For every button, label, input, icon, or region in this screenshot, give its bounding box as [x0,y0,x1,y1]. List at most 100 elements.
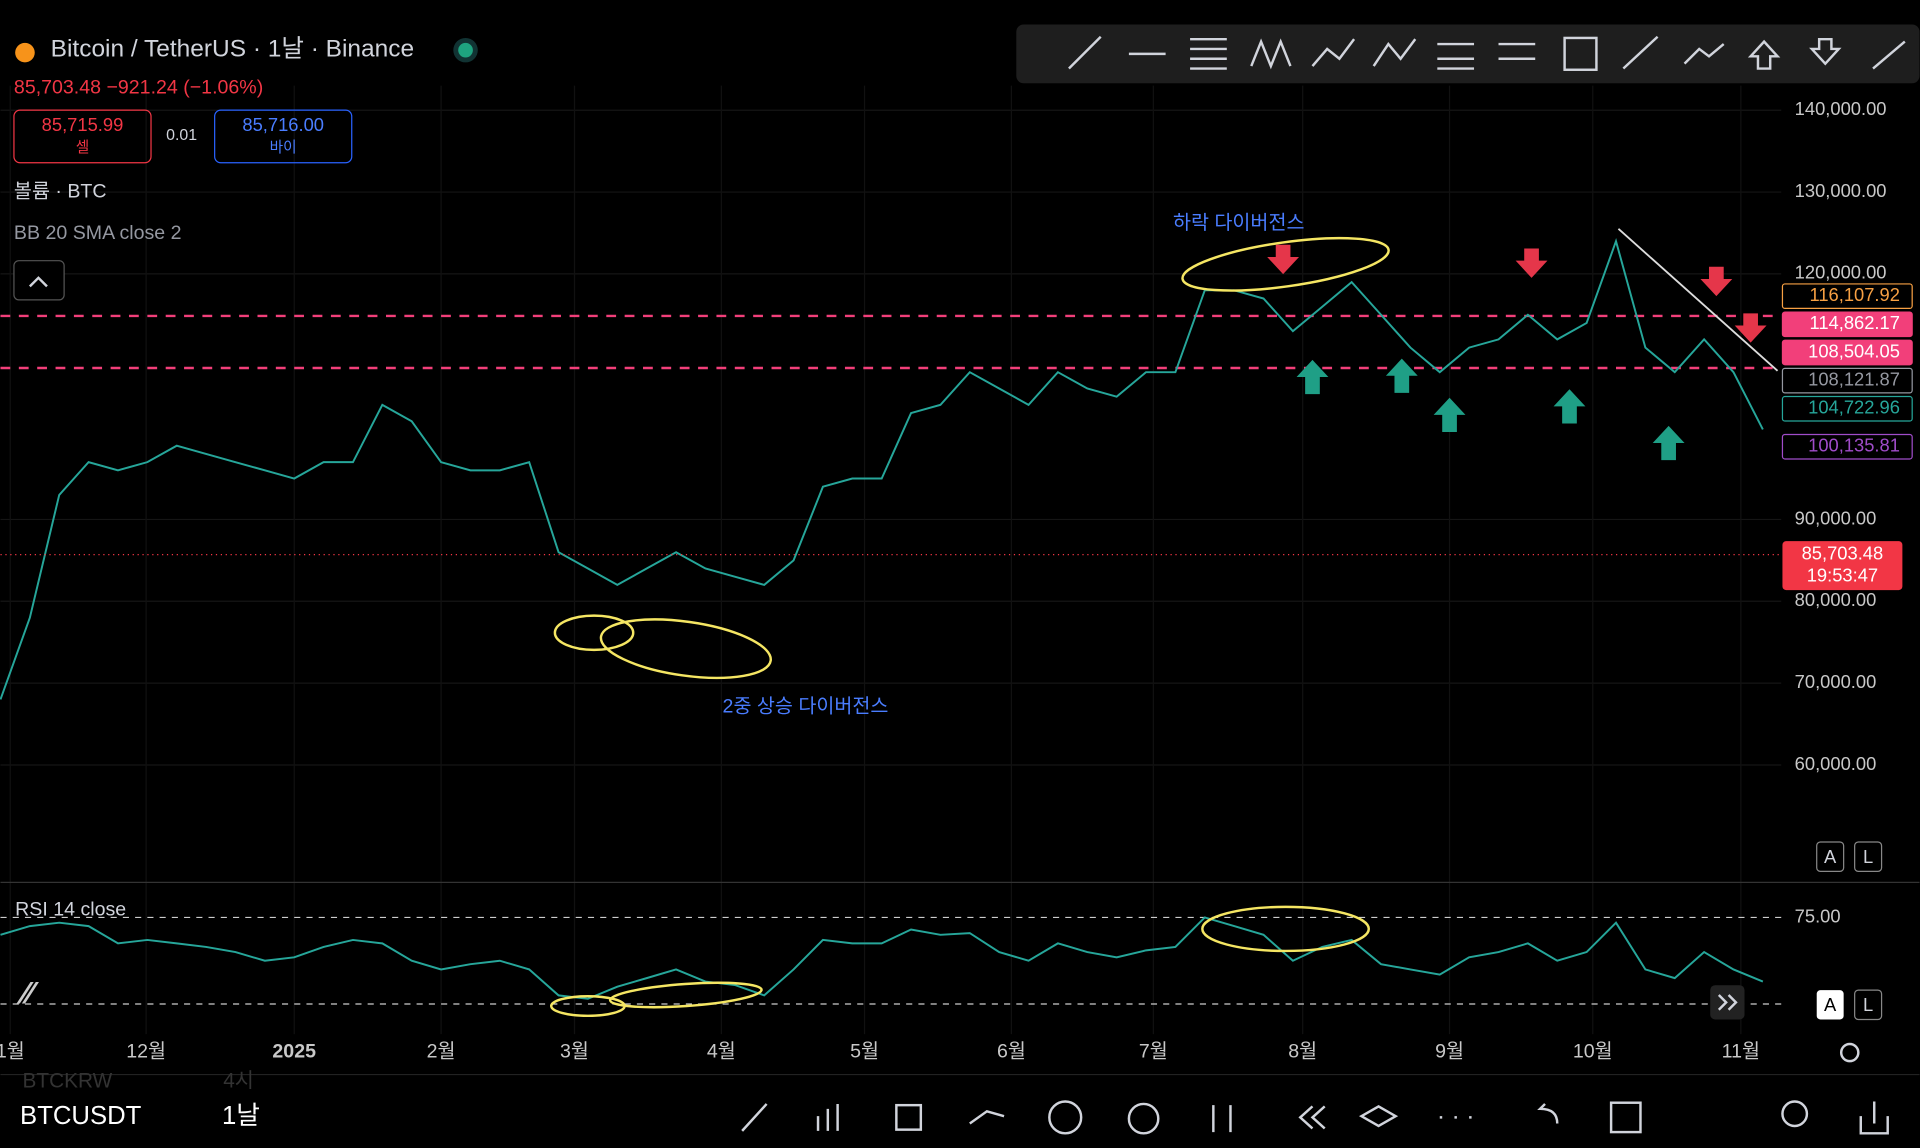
rsi-tick-label: 75.00 [1795,905,1841,926]
annotation: 2중 상승 다이버전스 [723,696,889,718]
x-tick-label: 10월 [1573,1041,1613,1063]
collapse-icon[interactable] [28,276,48,288]
x-tick-label: 3월 [560,1041,589,1063]
arrow-up-tool[interactable] [1747,39,1781,70]
price-tag-label: 114,862.17 [1809,312,1899,333]
trend-line-tool[interactable] [1068,35,1102,70]
spread: 0.01 [166,127,197,144]
x-tick-label: 11월 [1722,1041,1760,1063]
auto-label[interactable]: A [1824,846,1837,867]
x-tick-label: 8월 [1288,1041,1317,1063]
bb-label: BB 20 SMA close 2 [14,222,182,244]
highlight-ellipses [550,236,1390,1018]
price-tag-label: 100,135.81 [1808,435,1900,456]
path-tool[interactable] [1683,43,1725,65]
price-tag [1781,339,1913,366]
idea-icon[interactable] [1781,1100,1809,1128]
layout-icon[interactable] [895,1103,923,1131]
x-tick-label: 6월 [997,1041,1026,1063]
fib-tool[interactable] [1190,37,1227,70]
buy-button[interactable] [214,109,353,164]
footer-symbol[interactable]: BTCUSDT [20,1102,142,1130]
price-tag [1781,367,1913,394]
share-icon[interactable] [1859,1101,1889,1135]
x-tick-label: 2025 [272,1041,316,1063]
replay-icon[interactable] [1298,1105,1326,1130]
auto-button[interactable] [1816,990,1844,1020]
abc-tool[interactable] [1372,38,1417,67]
buy-price[interactable]: 85,716.00 [242,114,324,135]
down-arrow [1267,244,1300,275]
annotation: 하락 다이버전스 [1173,212,1305,234]
footer-interval[interactable]: 1날 [222,1101,260,1130]
layers-icon[interactable] [1358,1104,1399,1128]
indicator-icon[interactable] [816,1103,839,1131]
undo-icon[interactable] [1537,1103,1559,1124]
sell-price[interactable]: 85,715.99 [42,114,124,135]
up-arrow [1652,425,1685,461]
bottom-toolbar [741,1100,1889,1135]
y-tick-label: 70,000.00 [1795,671,1877,692]
price-tag-label: 116,107.92 [1809,284,1899,305]
up-arrow [1296,359,1329,395]
price-tag-label: 108,121.87 [1808,368,1900,389]
sell-button[interactable] [13,109,152,164]
y-tick-label: 80,000.00 [1795,589,1877,610]
x-tick-label: 5월 [850,1041,879,1063]
trend-line [1617,228,1779,372]
faded-symbol: BTCKRW [23,1069,113,1092]
current-price-tag [1782,541,1903,591]
x-tick-label: 9월 [1435,1041,1464,1063]
x-tick-label: 2월 [427,1041,456,1063]
sell-label[interactable]: 셀 [76,139,90,156]
log-label[interactable]: L [1863,994,1873,1015]
rect-tool[interactable] [1563,36,1598,71]
x-tick-label: 7월 [1139,1041,1168,1063]
price-tag [1781,395,1913,422]
auto-button[interactable] [1816,841,1845,873]
ellipse [599,618,772,680]
x-tick-label: 12월 [126,1041,166,1063]
add-icon[interactable] [1048,1100,1083,1135]
coin-icon [15,42,35,63]
log-button[interactable] [1854,989,1883,1021]
price-change: 85,703.48 −921.24 (−1.06%) [14,76,263,98]
countdown: 19:53:47 [1807,564,1878,585]
price-tag-label: 108,504.05 [1808,340,1900,361]
y-tick-label: 130,000.00 [1795,180,1887,201]
candle-icon[interactable] [1212,1105,1232,1133]
x-tick-label: 4월 [707,1041,736,1063]
settings-icon[interactable] [1839,1042,1860,1063]
ellipse [553,614,635,652]
draw-icon[interactable] [741,1103,768,1132]
price-tag [1781,433,1913,460]
brush-tool[interactable] [1872,40,1906,70]
log-button[interactable] [1854,841,1883,873]
scroll-icon[interactable] [1717,994,1738,1011]
buy-label[interactable]: 바이 [270,139,297,156]
pattern-tool[interactable] [1250,38,1292,70]
symbol-title: Bitcoin / TetherUS · 1날 · Binance [51,35,414,63]
drawing-toolbar [1016,24,1920,84]
status-dot [458,42,473,58]
y-tick-label: 140,000.00 [1795,98,1887,119]
collapse-button[interactable] [13,260,65,301]
range-tool[interactable] [1498,42,1536,60]
arrow-down-tool[interactable] [1809,37,1842,66]
plot: 140,000.00 130,000.00 120,000.00 90,000.00 8… [0,85,1913,1063]
fullscreen-icon[interactable] [1609,1101,1642,1134]
price-tag [1781,311,1913,338]
alert-icon[interactable] [1127,1102,1160,1135]
channel-tool[interactable] [1437,42,1475,70]
compare-icon[interactable] [969,1109,1005,1125]
ellipse [1181,236,1390,292]
price-tag [1781,283,1913,310]
rsi-title: RSI 14 close [15,899,126,921]
elliott-tool[interactable] [1311,38,1356,67]
current-price-label: 85,703.48 [1802,542,1884,563]
auto-label[interactable]: A [1824,994,1837,1015]
arrow-tool[interactable] [1622,35,1659,70]
up-arrow [1385,358,1418,393]
log-label[interactable]: L [1863,846,1873,867]
